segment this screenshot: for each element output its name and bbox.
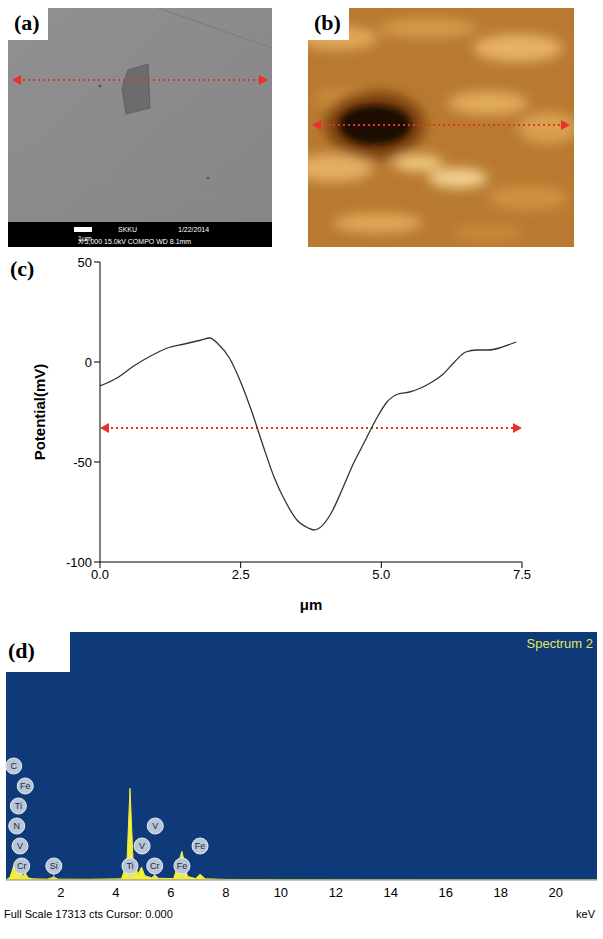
svg-text:V: V [139,841,145,851]
svg-text:10: 10 [274,885,288,900]
svg-text:4: 4 [112,885,119,900]
html-text:Spectrum 2: Spectrum 2 [526,636,593,651]
svg-text:2: 2 [57,885,64,900]
svg-text:14: 14 [384,885,398,900]
svg-text:20: 20 [549,885,563,900]
svg-text:Ti: Ti [15,801,22,811]
svg-text:Si: Si [50,861,58,871]
svg-text:V: V [152,821,158,831]
svg-text:-100: -100 [66,555,92,570]
html-text:(b): (b) [314,10,341,35]
svg-text:Fe: Fe [20,781,31,791]
svg-text:Cr: Cr [17,861,27,871]
svg-text:16: 16 [439,885,453,900]
svg-text:5.0: 5.0 [372,567,390,582]
svg-text:0: 0 [85,355,92,370]
svg-text:SKKU: SKKU [118,226,137,233]
svg-text:C: C [10,761,17,771]
html-text:(d): (d) [8,638,35,663]
svg-text:V: V [17,841,23,851]
svg-text:6: 6 [167,885,174,900]
svg-text:Ti: Ti [126,861,133,871]
html-text:(a): (a) [14,10,40,35]
svg-text:1/22/2014: 1/22/2014 [178,226,209,233]
svg-text:Fe: Fe [195,841,206,851]
svg-text:X 5,000 15.0kV COMPO WD: X 5,000 15.0kV COMPO WD 8.1mm [78,238,191,245]
svg-text:18: 18 [494,885,508,900]
html-text:(c): (c) [10,256,35,281]
svg-text:Cr: Cr [150,861,160,871]
html-text:Full Scale 17313 cts Cursor: 0: Full Scale 17313 cts Cursor: 0.000 [4,908,173,920]
svg-text:N: N [13,821,20,831]
svg-text:8: 8 [222,885,229,900]
svg-text:Potential(mV): Potential(mV) [31,364,48,461]
svg-text:2.5: 2.5 [232,567,250,582]
svg-text:7.5: 7.5 [513,567,531,582]
svg-text:12: 12 [329,885,343,900]
svg-text:50: 50 [78,255,92,270]
svg-text:Fe: Fe [177,861,188,871]
html-text:keV: keV [576,908,595,920]
svg-text:μm: μm [300,596,323,613]
svg-text:0.0: 0.0 [91,567,109,582]
svg-text:-50: -50 [73,455,92,470]
